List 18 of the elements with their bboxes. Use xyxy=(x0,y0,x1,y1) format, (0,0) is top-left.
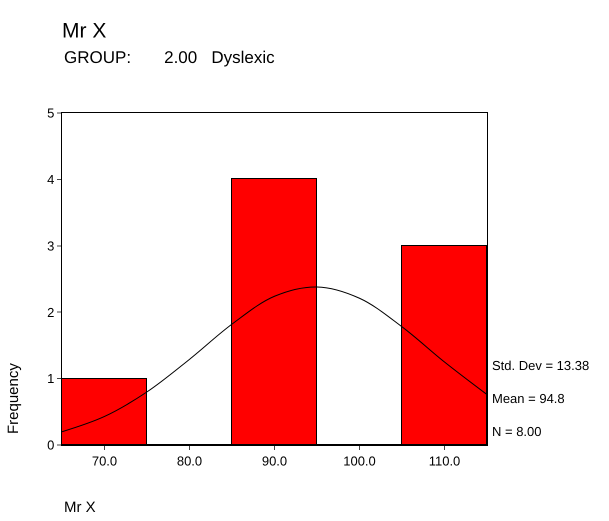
y-tick-label: 0 xyxy=(47,438,54,453)
x-tick-label: 100.0 xyxy=(343,454,376,469)
x-tick-label: 80.0 xyxy=(176,454,202,469)
text: Mean = 94.8 xyxy=(492,391,565,406)
text: N = 8.00 xyxy=(492,424,542,439)
x-tick-label: 70.0 xyxy=(92,454,118,469)
x-axis-title: Mr X xyxy=(64,499,96,516)
text: Std. Dev = 13.38 xyxy=(492,358,590,373)
chart-title: Mr X xyxy=(62,19,106,42)
x-tick-label: 90.0 xyxy=(262,454,288,469)
y-tick-label: 2 xyxy=(47,304,54,320)
chart-subtitle: GROUP: 2.00 Dyslexic xyxy=(64,48,276,67)
y-tick-label: 5 xyxy=(47,106,54,121)
y-tick-label: 1 xyxy=(47,371,54,386)
y-axis-title: Frequency xyxy=(4,362,22,434)
x-tick-label: 110.0 xyxy=(428,454,460,469)
y-tick-label: 4 xyxy=(47,172,54,187)
y-tick-label: 3 xyxy=(47,238,54,254)
